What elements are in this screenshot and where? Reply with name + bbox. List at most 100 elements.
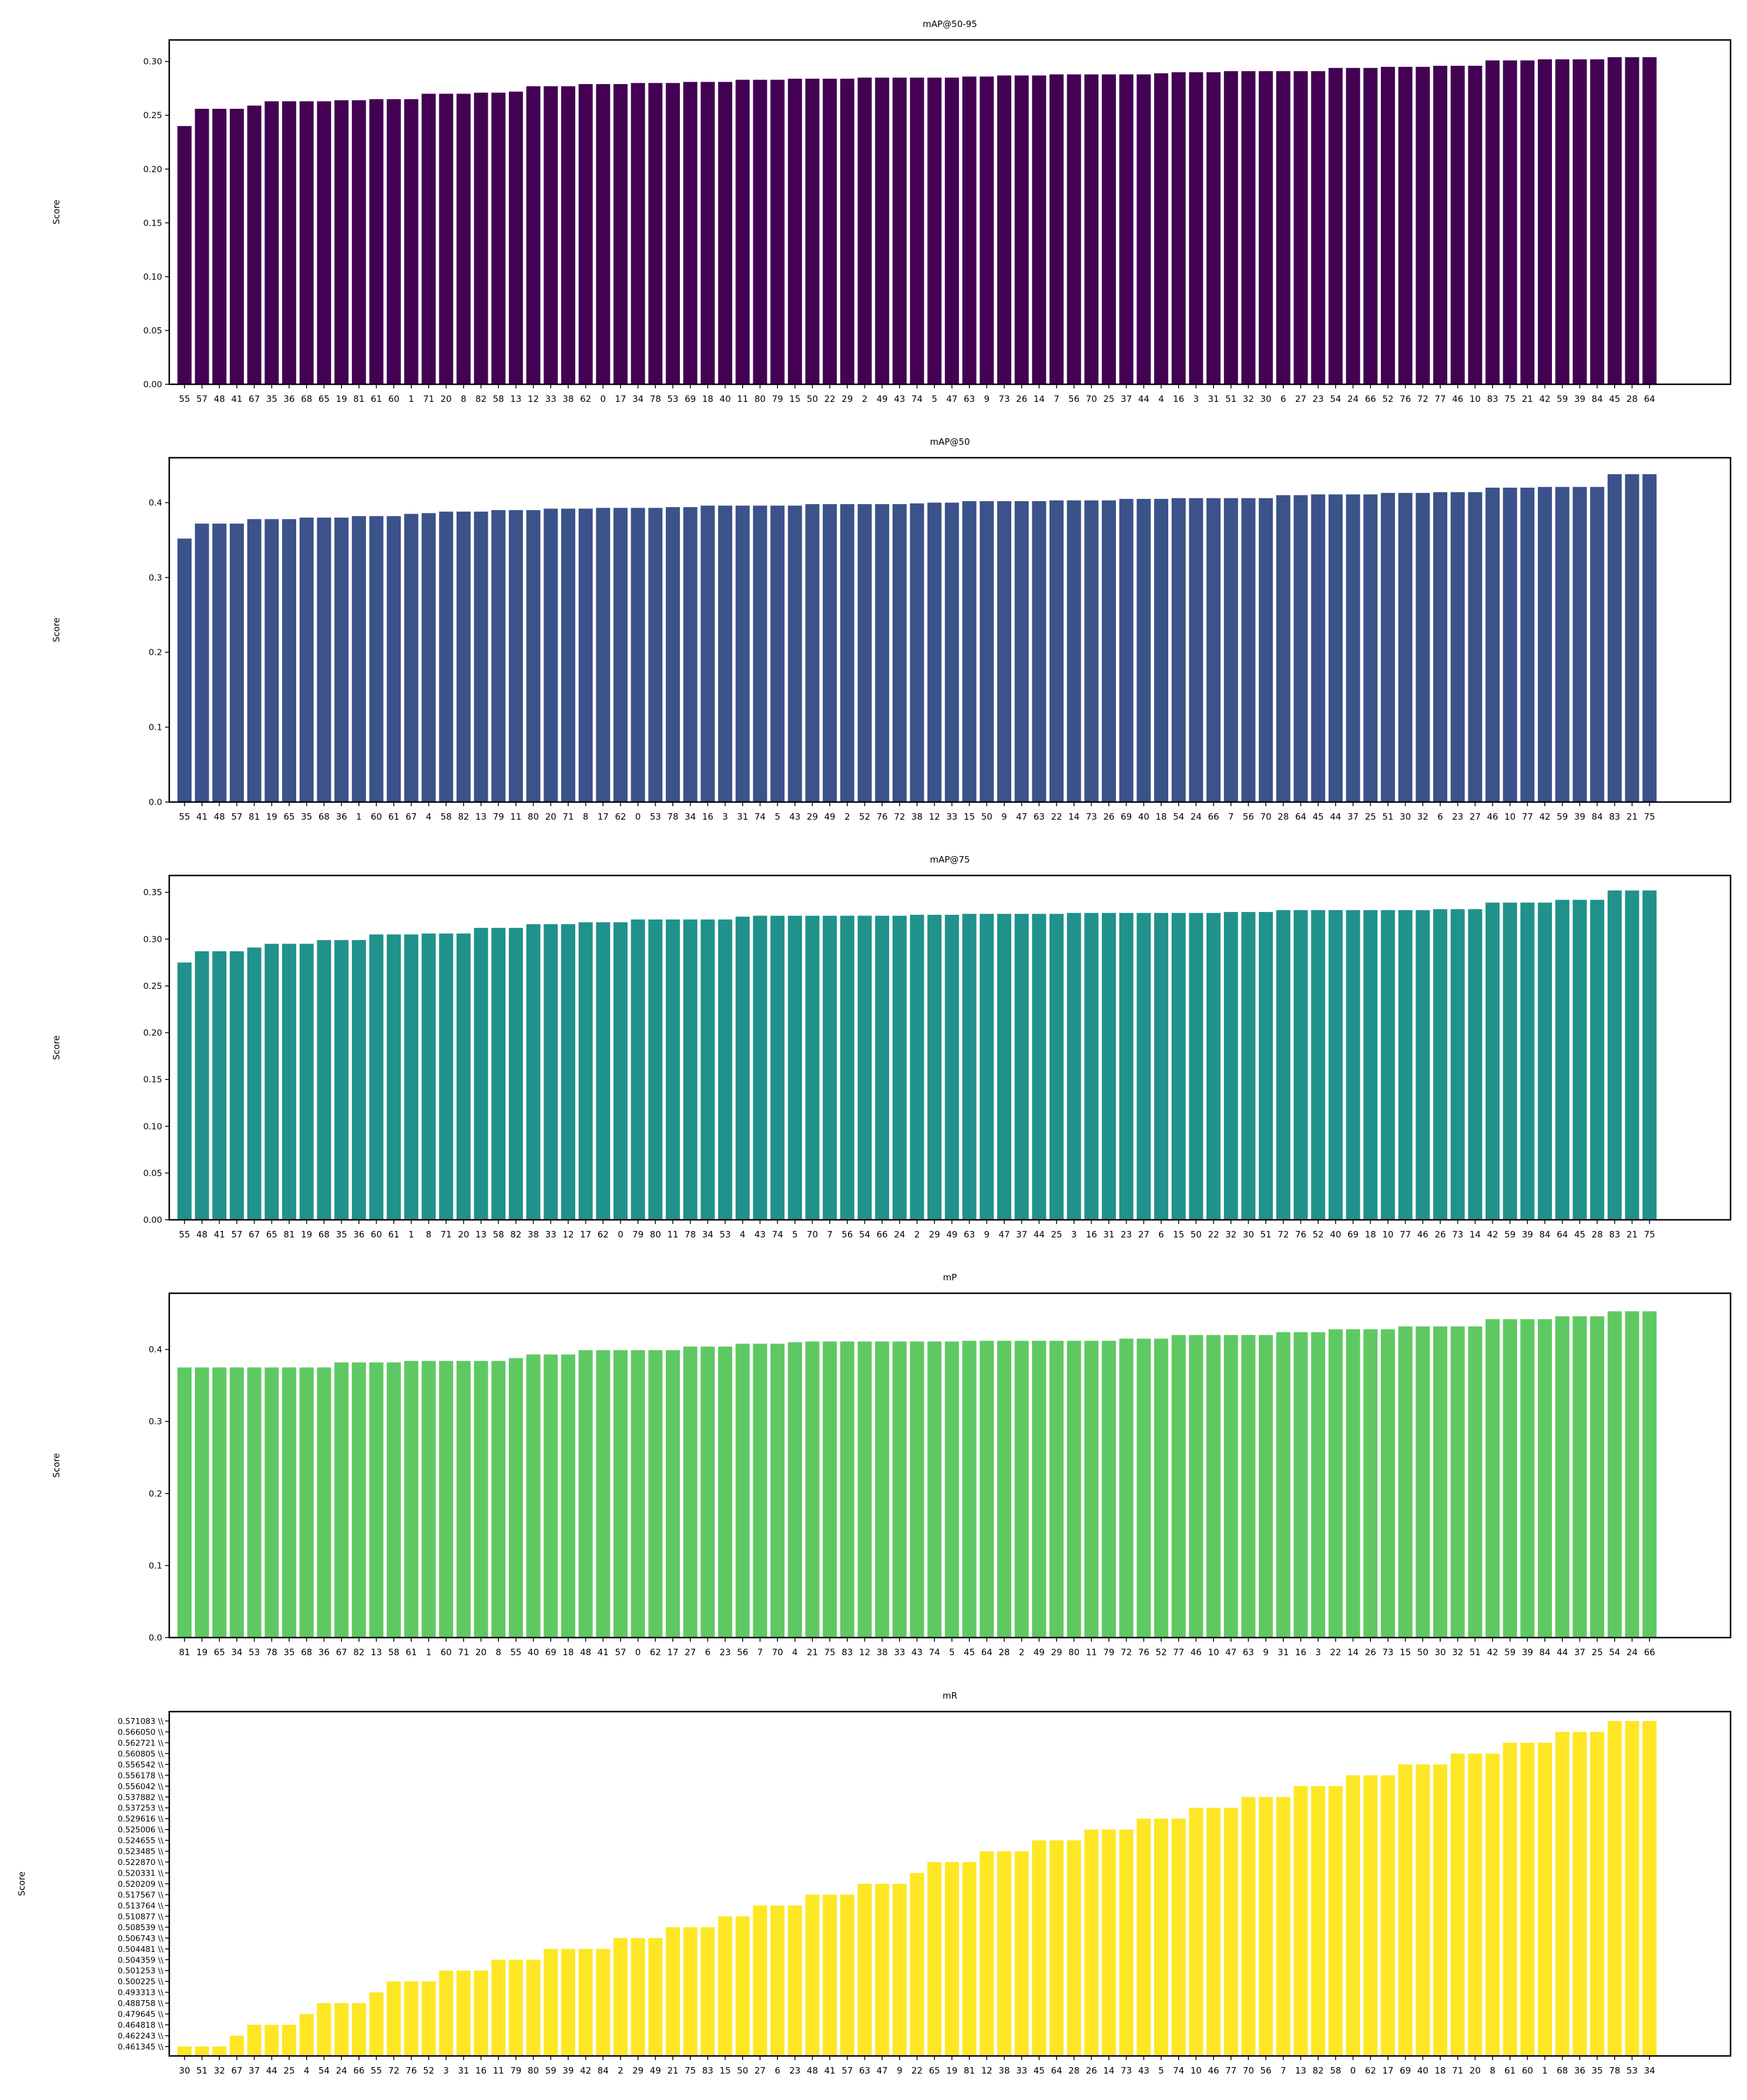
y-tick-label: 0.462243 \\	[118, 2032, 163, 2041]
x-tick-label: 48	[214, 394, 225, 404]
x-tick-label: 36	[353, 1229, 364, 1240]
bar-7	[753, 1343, 767, 1638]
bar-66	[351, 2003, 366, 2056]
x-tick-label: 14	[1068, 811, 1079, 822]
bar-63	[1032, 501, 1047, 802]
x-tick-label: 15	[1400, 1647, 1411, 1658]
x-tick-label: 48	[214, 811, 225, 822]
bar-25	[1363, 494, 1378, 802]
bar-34	[683, 507, 698, 802]
bar-4	[1154, 73, 1169, 385]
y-tick-label: 0.10	[143, 1122, 162, 1132]
bar-52	[1380, 66, 1395, 384]
x-tick-label: 57	[231, 1229, 242, 1240]
bar-4	[787, 1342, 802, 1638]
bar-61	[387, 516, 401, 802]
x-tick-label: 20	[441, 394, 452, 404]
x-tick-label: 69	[1400, 2065, 1411, 2076]
x-tick-label: 18	[562, 1647, 574, 1658]
x-tick-label: 61	[388, 1229, 400, 1240]
x-tick-label: 35	[336, 1229, 347, 1240]
bar-48	[195, 951, 209, 1220]
bar-27	[683, 1346, 698, 1638]
bar-15	[962, 501, 977, 802]
bar-56	[1067, 74, 1081, 385]
bar-77	[1223, 1807, 1238, 2056]
x-tick-label: 40	[720, 394, 731, 404]
x-tick-label: 17	[580, 1229, 591, 1240]
bar-78	[1607, 1721, 1622, 2056]
bar-57	[613, 1350, 628, 1638]
x-tick-label: 18	[1156, 811, 1167, 822]
x-tick-label: 10	[1191, 2065, 1202, 2076]
bar-10	[1503, 487, 1517, 802]
x-tick-label: 15	[720, 2065, 731, 2076]
x-tick-label: 84	[1539, 1647, 1550, 1658]
x-tick-label: 39	[1574, 394, 1585, 404]
x-tick-label: 70	[1260, 811, 1272, 822]
x-tick-label: 66	[353, 2065, 364, 2076]
x-tick-label: 54	[1173, 811, 1184, 822]
x-tick-label: 64	[1051, 2065, 1062, 2076]
x-tick-label: 63	[1034, 811, 1045, 822]
bar-72	[892, 504, 907, 802]
x-tick-label: 37	[249, 2065, 260, 2076]
bar-32	[1450, 1326, 1465, 1638]
x-tick-label: 36	[284, 394, 295, 404]
bar-6	[770, 1905, 785, 2056]
bar-27	[1293, 71, 1308, 384]
bar-74	[770, 915, 785, 1220]
x-tick-label: 9	[984, 1229, 990, 1240]
x-tick-label: 68	[318, 1229, 330, 1240]
bar-13	[369, 1362, 384, 1638]
bar-25	[282, 2025, 297, 2056]
bar-72	[1276, 910, 1290, 1220]
x-tick-label: 72	[388, 2065, 400, 2076]
x-tick-label: 75	[1644, 1229, 1655, 1240]
x-tick-label: 46	[1208, 2065, 1219, 2076]
x-tick-label: 41	[231, 394, 242, 404]
x-tick-label: 80	[650, 1229, 661, 1240]
bar-52	[1154, 1339, 1169, 1638]
bar-0	[596, 84, 611, 385]
x-tick-label: 12	[981, 2065, 992, 2076]
bar-77	[1520, 487, 1535, 802]
x-tick-label: 72	[1417, 394, 1429, 404]
x-tick-label: 4	[792, 1647, 798, 1658]
bar-30	[1398, 492, 1413, 802]
bar-63	[962, 914, 977, 1220]
x-tick-label: 81	[353, 394, 364, 404]
bar-11	[666, 919, 680, 1220]
bar-34	[1642, 1721, 1657, 2056]
bar-6	[1276, 71, 1290, 384]
bar-31	[1276, 1332, 1290, 1638]
bar-18	[1363, 910, 1378, 1220]
x-tick-label: 74	[911, 394, 923, 404]
bar-0	[631, 1350, 645, 1638]
bar-14	[1102, 1829, 1116, 2056]
x-tick-label: 17	[667, 1647, 678, 1658]
x-tick-label: 71	[1452, 2065, 1463, 2076]
x-tick-label: 46	[1417, 1229, 1429, 1240]
bar-83	[1486, 60, 1500, 384]
x-tick-label: 30	[1434, 1647, 1446, 1658]
bar-60	[369, 934, 384, 1220]
x-tick-label: 81	[249, 811, 260, 822]
x-tick-label: 82	[458, 811, 469, 822]
x-tick-label: 55	[179, 1229, 190, 1240]
x-tick-label: 53	[249, 1647, 260, 1658]
x-tick-label: 80	[755, 394, 766, 404]
bar-3	[718, 505, 733, 802]
bar-19	[195, 1367, 209, 1638]
bar-60	[387, 99, 401, 384]
x-tick-label: 74	[772, 1229, 783, 1240]
bar-31	[1206, 72, 1221, 384]
y-tick-label: 0.35	[143, 888, 162, 898]
x-tick-label: 53	[1627, 2065, 1638, 2076]
bar-38	[910, 503, 924, 802]
bar-59	[544, 1948, 558, 2056]
x-tick-label: 46	[1487, 811, 1498, 822]
bar-30	[1433, 1326, 1447, 1638]
bar-3	[439, 1970, 454, 2056]
x-tick-label: 68	[301, 1647, 312, 1658]
